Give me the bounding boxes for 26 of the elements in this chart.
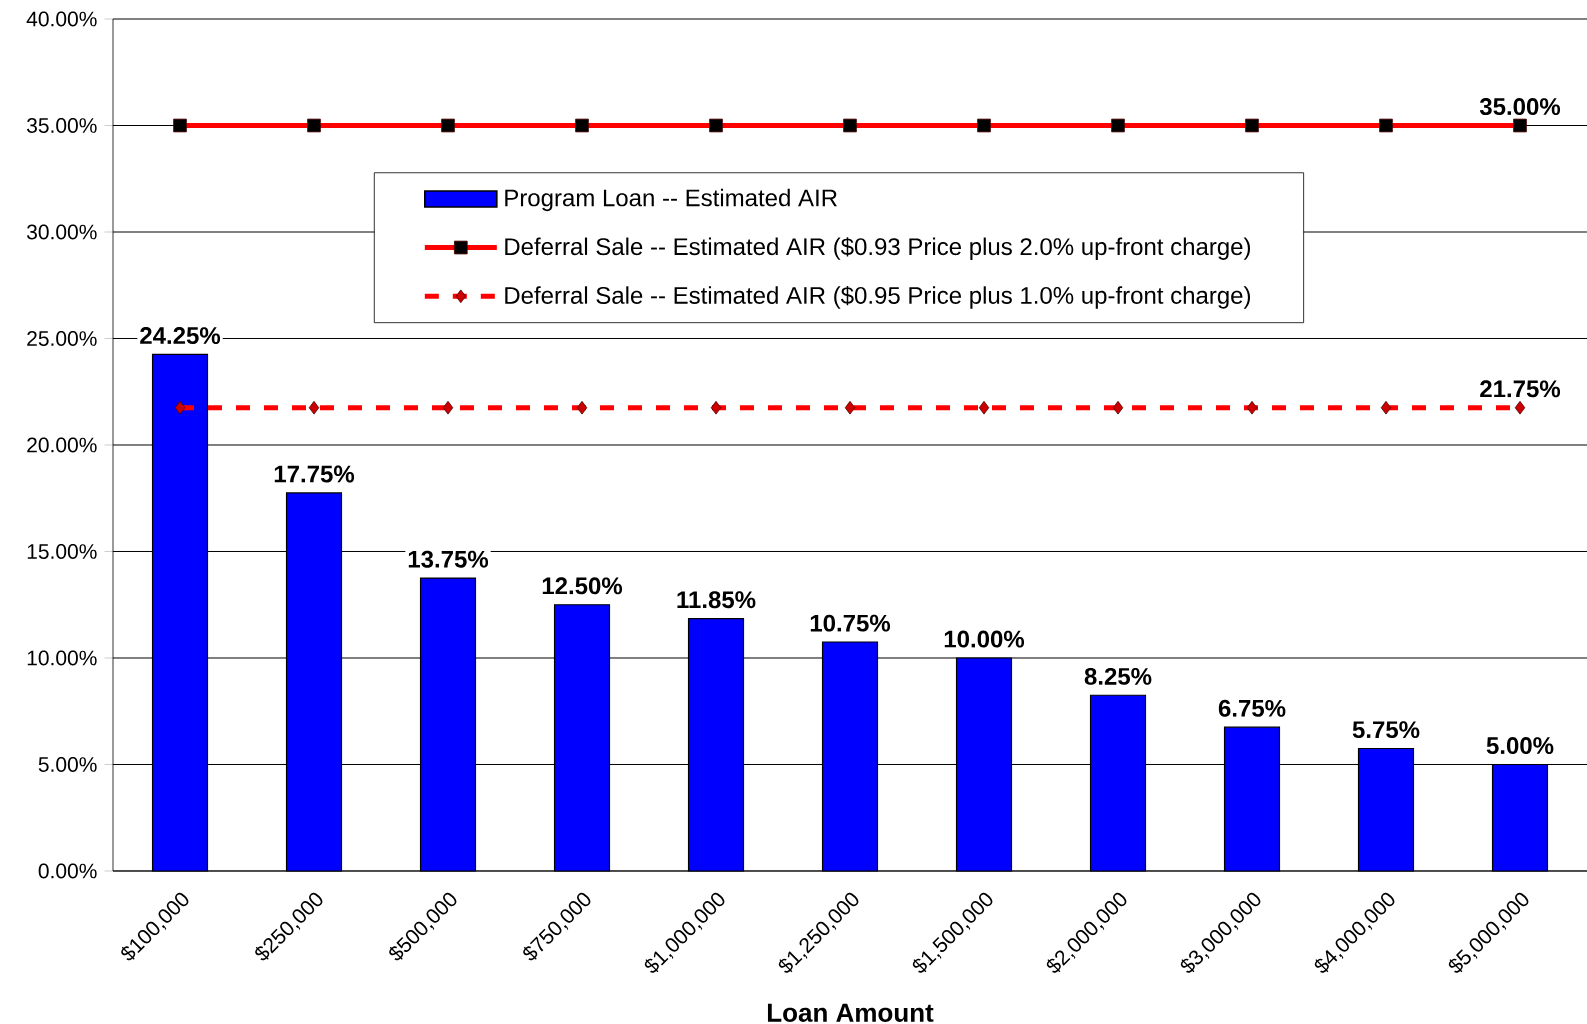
legend-label: Deferral Sale -- Estimated AIR ($0.93 Price plus 2.0% up-front charge) bbox=[505, 237, 1251, 260]
data-label: 35.00% bbox=[1479, 98, 1561, 116]
data-label: 24.25% bbox=[140, 327, 221, 345]
data-label: 17.75% bbox=[274, 465, 355, 483]
y-tick-label: 15.00% bbox=[27, 544, 97, 559]
legend-label: Deferral Sale -- Estimated AIR ($0.95 Price plus 1.0% up-front charge) bbox=[505, 285, 1251, 309]
data-label: 13.75% bbox=[408, 550, 489, 568]
y-tick-label: 5.00% bbox=[38, 757, 97, 772]
data-label: 5.00% bbox=[1486, 737, 1554, 755]
y-tick-label: 10.00% bbox=[27, 650, 97, 666]
data-label: 8.25% bbox=[1084, 667, 1152, 685]
y-tick-label: 40.00% bbox=[26, 11, 97, 27]
data-label: 6.75% bbox=[1218, 699, 1286, 717]
x-axis-title: Loan Amount bbox=[767, 1003, 934, 1022]
data-label: 10.00% bbox=[944, 630, 1025, 648]
y-tick-label: 35.00% bbox=[26, 118, 97, 133]
data-label: 12.50% bbox=[542, 577, 623, 595]
y-tick-label: 20.00% bbox=[27, 437, 97, 453]
data-label: 5.75% bbox=[1352, 721, 1420, 739]
y-tick-label: 30.00% bbox=[26, 224, 97, 240]
data-label: 10.75% bbox=[810, 614, 891, 632]
legend-label: Program Loan -- Estimated AIR bbox=[505, 188, 837, 212]
data-label: 21.75% bbox=[1480, 380, 1561, 398]
data-label: 11.85% bbox=[677, 591, 756, 609]
y-tick-label: 0.00% bbox=[38, 863, 97, 879]
y-tick-label: 25.00% bbox=[27, 331, 97, 346]
